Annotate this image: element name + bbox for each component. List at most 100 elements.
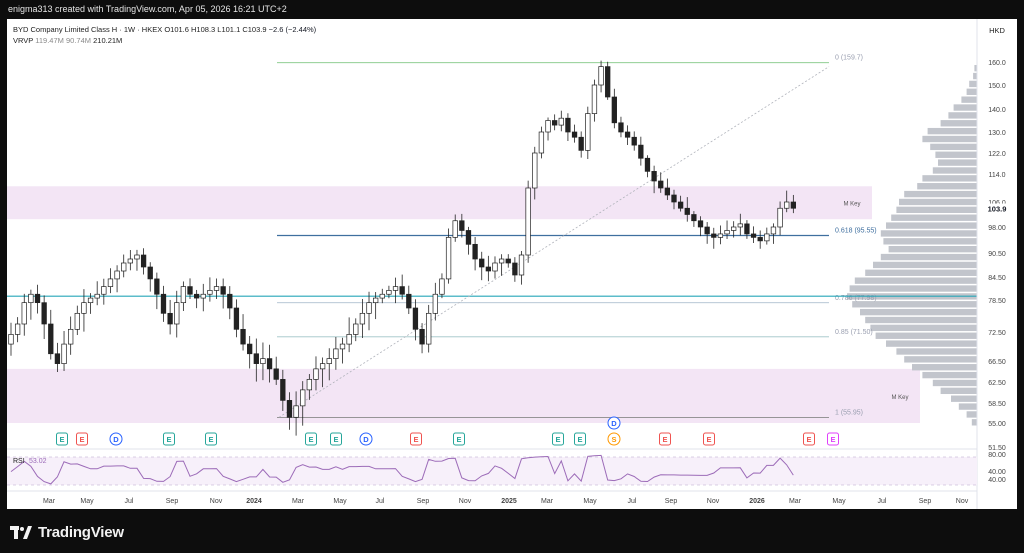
candle-up [445, 237, 452, 280]
candle-down [704, 226, 710, 235]
event-marker-e [552, 432, 564, 446]
event-marker-e [305, 432, 317, 446]
volume-profile-bar [912, 364, 977, 371]
symbol-name[interactable]: BYD Company Limited Class H · 1W · HKEX [13, 25, 163, 34]
ohlc-high: H108.3 [191, 25, 216, 34]
price-tick-label: 51.50 [988, 445, 1006, 452]
candle-down [485, 266, 492, 272]
event-marker-e [803, 432, 815, 446]
credit-text: enigma313 created with TradingView.com, … [8, 4, 287, 14]
chart-panel[interactable]: M Key M Key 0 (159.7) 0.618 (95.55) 0.786 (7… [7, 19, 1017, 509]
fib-label-2: 0.786 (77.98) [835, 295, 877, 302]
volume-profile-bar [961, 96, 977, 103]
event-marker-s [607, 432, 621, 446]
zone-box-1 [7, 368, 920, 423]
candle-down [790, 201, 796, 209]
candle-down [757, 237, 763, 242]
price-tick-label: 150.0 [988, 83, 1006, 90]
candle-down [552, 120, 558, 126]
volume-profile-bar [940, 120, 977, 127]
time-tick-label: Mar [541, 498, 554, 505]
event-marker-e [205, 432, 217, 446]
candle-up [432, 293, 438, 314]
candle-up [87, 297, 94, 304]
candle-down [631, 136, 637, 146]
vrvp-value-2: 90.74M [65, 36, 92, 45]
event-marker-label: E [830, 435, 835, 444]
ohlc-open: O101.6 [164, 25, 189, 34]
volume-profile-bar [880, 253, 977, 261]
tradingview-logo[interactable]: TradingView [10, 524, 124, 541]
candle-down [220, 286, 226, 295]
volume-profile-bar [973, 72, 977, 80]
volume-profile-bar [852, 301, 977, 308]
chart-svg[interactable]: M Key M Key 0 (159.7) 0.618 (95.55) 0.786 (7… [7, 19, 1017, 509]
candle-up [764, 233, 770, 242]
event-marker-label: E [333, 435, 338, 444]
candle-up [452, 220, 458, 238]
vrvp-label[interactable]: VRVP [13, 36, 34, 45]
event-marker-d [109, 432, 123, 446]
candle-down [651, 171, 657, 182]
price-tick-label: 62.50 [988, 380, 1006, 387]
candle-up [585, 113, 591, 151]
candle-up [101, 286, 107, 295]
candle-up [107, 278, 114, 287]
candle-down [677, 201, 684, 209]
candle-up [213, 286, 220, 291]
candle-up [379, 293, 385, 299]
candle-up [121, 262, 127, 272]
rsi-tick-80: 80.00 [988, 452, 1006, 459]
candle-down [479, 258, 485, 268]
candle-down [240, 328, 246, 345]
candle-up [598, 66, 604, 86]
volume-profile-bar [870, 324, 977, 332]
volume-profile-bar [896, 206, 977, 214]
event-marker-e [574, 432, 586, 446]
rsi-label: RSI [13, 458, 25, 465]
price-tick-label: 72.50 [988, 330, 1006, 337]
chart-legend: BYD Company Limited Class H · 1W · HKEX … [13, 24, 316, 46]
event-marker-label: E [166, 435, 171, 444]
event-marker-e [56, 432, 68, 446]
candle-down [512, 262, 518, 276]
time-tick-label: Jul [376, 498, 385, 505]
candle-up [373, 297, 379, 304]
volume-profile-bar [904, 190, 977, 198]
volume-profile-bar [922, 135, 977, 143]
last-price-badge [979, 203, 1015, 214]
candle-down [618, 122, 624, 133]
price-tick-label: 55.00 [988, 421, 1006, 428]
price-tick-label: 140.0 [988, 107, 1006, 114]
time-tick-label: May [333, 498, 347, 505]
candle-down [658, 180, 664, 189]
price-tick-label: 160.0 [988, 60, 1006, 67]
price-tick-label: 40.00 [988, 469, 1006, 476]
time-tick-label: Sep [665, 498, 678, 505]
time-tick-label: Sep [166, 498, 179, 505]
candle-down [140, 254, 147, 268]
candle-up [81, 302, 87, 314]
trend-line [278, 66, 830, 418]
candle-up [737, 223, 743, 228]
rsi-line [10, 454, 794, 485]
candle-up [127, 258, 133, 264]
volume-profile-bar [969, 80, 977, 88]
candle-down [750, 233, 757, 238]
volume-profile-bar [854, 277, 977, 284]
candle-down [459, 220, 465, 231]
candle-down [571, 131, 578, 138]
candle-up [74, 312, 80, 330]
zone-box-0 [7, 186, 872, 220]
event-marker-e [76, 432, 88, 446]
candle-up [392, 286, 399, 291]
legend-row-symbol: BYD Company Limited Class H · 1W · HKEX … [13, 24, 316, 35]
candle-up [94, 293, 100, 299]
candle-up [200, 293, 206, 299]
candle-up [14, 323, 21, 335]
candle-up [339, 343, 346, 350]
zone-label-0: M Key [843, 201, 860, 207]
candle-down [247, 343, 253, 355]
candle-down [54, 353, 61, 364]
price-tick-label: 66.50 [988, 359, 1006, 366]
